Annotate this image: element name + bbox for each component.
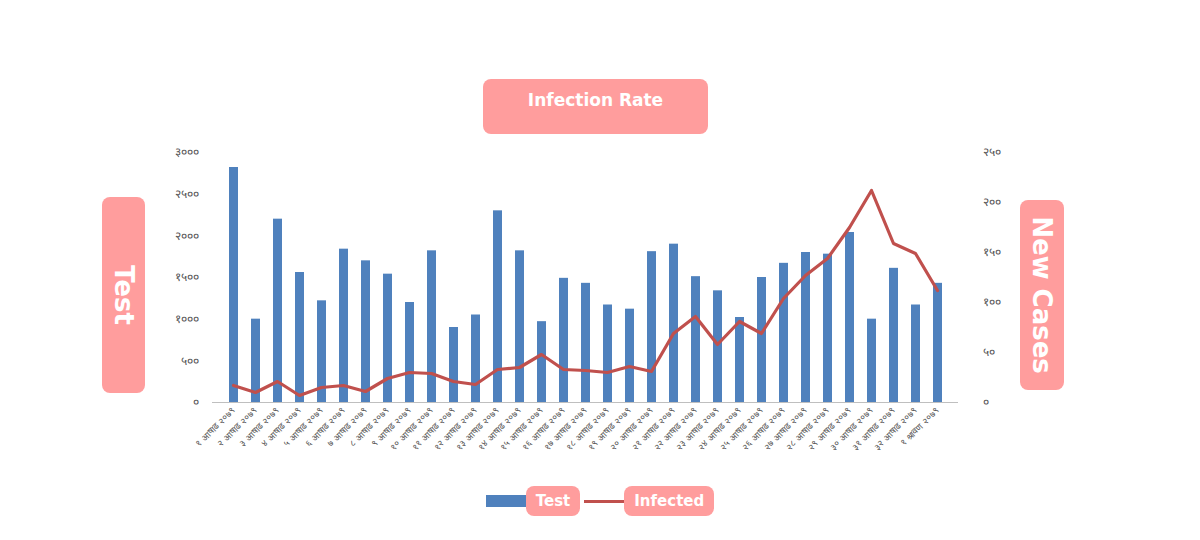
- svg-text:१४ आषाढ २०७९: १४ आषाढ २०७९: [476, 404, 524, 453]
- svg-text:२५ आषाढ २०७९: २५ आषाढ २०७९: [718, 404, 766, 453]
- svg-text:२ आषाढ २०७९: २ आषाढ २०७९: [215, 404, 260, 449]
- svg-text:०: ०: [983, 395, 989, 409]
- svg-text:१३ आषाढ २०७९: १३ आषाढ २०७९: [454, 404, 502, 453]
- svg-text:४ आषाढ २०७९: ४ आषाढ २०७९: [259, 404, 304, 449]
- svg-text:६ आषाढ २०७९: ६ आषाढ २०७९: [303, 404, 348, 449]
- svg-text:१ आषाढ २०७९: १ आषाढ २०७९: [193, 404, 238, 449]
- svg-text:०: ०: [193, 395, 199, 409]
- svg-text:८ आषाढ २०७९: ८ आषाढ २०७९: [347, 404, 392, 449]
- svg-text:५ आषाढ २०७९: ५ आषाढ २०७९: [281, 404, 326, 449]
- svg-text:१२ आषाढ २०७९: १२ आषाढ २०७९: [432, 404, 480, 453]
- html-text:New Cases: New Cases: [1027, 216, 1057, 374]
- svg-text:३० आषाढ २०७९: ३० आषाढ २०७९: [828, 404, 876, 453]
- svg-text:३१ आषाढ २०७९: ३१ आषाढ २०७९: [850, 404, 898, 453]
- html-text:Infection Rate: Infection Rate: [527, 90, 664, 110]
- svg-text:१७ आषाढ २०७९: १७ आषाढ २०७९: [542, 404, 590, 453]
- svg-text:२६ आषाढ २०७९: २६ आषाढ २०७९: [740, 404, 788, 453]
- svg-text:२५००: २५००: [175, 187, 199, 201]
- html-text:Test: Test: [535, 492, 571, 510]
- svg-text:१००: १००: [983, 295, 1001, 309]
- svg-text:१८ आषाढ २०७९: १८ आषाढ २०७९: [564, 404, 612, 453]
- svg-text:१९ आषाढ २०७९: १९ आषाढ २०७९: [586, 404, 634, 453]
- svg-text:५०: ५०: [983, 345, 995, 359]
- svg-text:२९ आषाढ २०७९: २९ आषाढ २०७९: [806, 404, 854, 453]
- svg-text:३२ आषाढ २०७९: ३२ आषाढ २०७९: [872, 404, 920, 453]
- html-text:Infected: Infected: [634, 492, 705, 510]
- svg-text:२०००: २०००: [175, 229, 199, 243]
- svg-text:९ आषाढ २०७९: ९ आषाढ २०७९: [369, 404, 414, 449]
- svg-text:२४ आषाढ २०७९: २४ आषाढ २०७९: [696, 404, 744, 453]
- svg-text:७ आषाढ २०७९: ७ आषाढ २०७९: [325, 404, 370, 449]
- svg-text:२८ आषाढ २०७९: २८ आषाढ २०७९: [784, 404, 832, 453]
- html-text:Test: Test: [108, 265, 139, 325]
- svg-text:१५००: १५००: [175, 270, 199, 284]
- svg-text:२७ आषाढ २०७९: २७ आषाढ २०७९: [762, 404, 810, 453]
- svg-text:१० आषाढ २०७९: १० आषाढ २०७९: [388, 404, 436, 453]
- svg-text:२००: २००: [983, 195, 1001, 209]
- svg-text:३ आषाढ २०७९: ३ आषाढ २०७९: [237, 404, 282, 449]
- svg-text:१०००: १०००: [175, 312, 199, 326]
- svg-text:१ श्रावण २०७९: १ श्रावण २०७९: [899, 405, 942, 448]
- svg-text:२५०: २५०: [983, 145, 1001, 159]
- svg-text:५००: ५००: [181, 354, 199, 368]
- svg-text:२२ आषाढ २०७९: २२ आषाढ २०७९: [652, 404, 700, 453]
- svg-text:२३ आषाढ २०७९: २३ आषाढ २०७९: [674, 404, 722, 453]
- svg-text:३०००: ३०००: [175, 145, 199, 159]
- svg-text:१५ आषाढ २०७९: १५ आषाढ २०७९: [498, 404, 546, 453]
- svg-text:१६ आषाढ २०७९: १६ आषाढ २०७९: [520, 404, 568, 453]
- svg-text:११ आषाढ २०७९: ११ आषाढ २०७९: [410, 404, 458, 453]
- svg-text:१५०: १५०: [983, 245, 1001, 259]
- svg-text:२१ आषाढ २०७९: २१ आषाढ २०७९: [630, 404, 678, 453]
- svg-text:२० आषाढ २०७९: २० आषाढ २०७९: [608, 404, 656, 453]
